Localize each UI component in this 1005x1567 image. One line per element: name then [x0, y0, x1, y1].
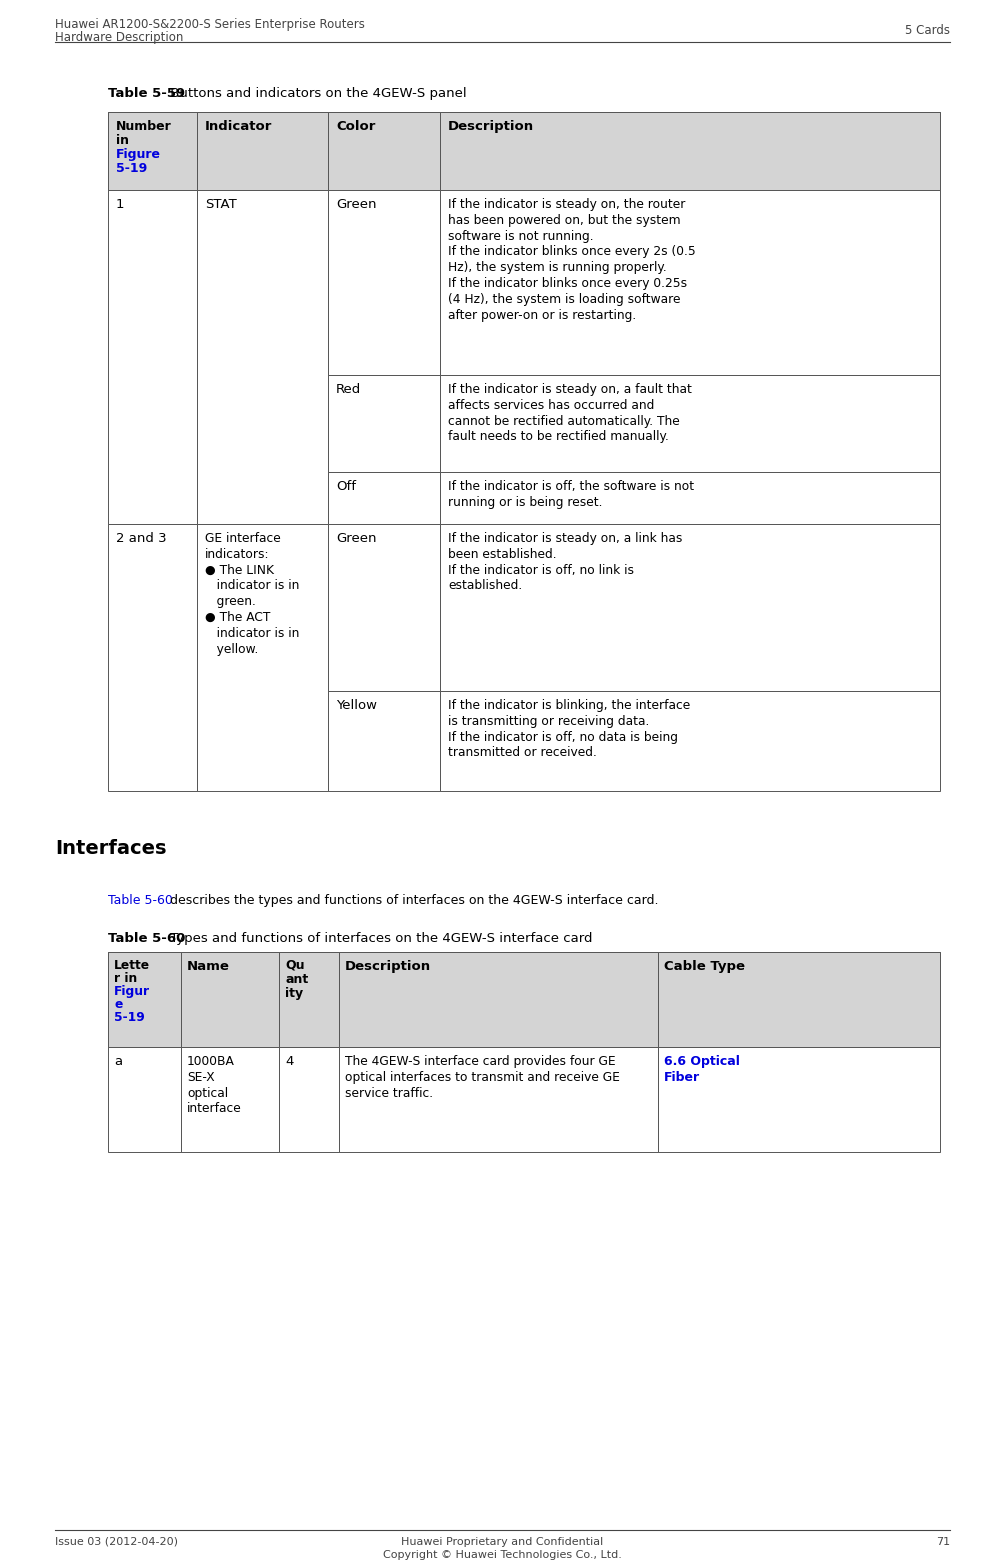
Bar: [108, 111, 940, 190]
Text: 5 Cards: 5 Cards: [904, 24, 950, 38]
Text: Off: Off: [336, 480, 356, 494]
Bar: [339, 953, 658, 1047]
Bar: [279, 953, 339, 1047]
Text: If the indicator is steady on, a fault that
affects services has occurred and
ca: If the indicator is steady on, a fault t…: [448, 382, 691, 443]
Text: Types and functions of interfaces on the 4GEW-S interface card: Types and functions of interfaces on the…: [166, 932, 593, 945]
Text: Huawei AR1200-S&2200-S Series Enterprise Routers: Huawei AR1200-S&2200-S Series Enterprise…: [55, 17, 365, 31]
Bar: [440, 523, 940, 691]
Bar: [440, 472, 940, 523]
Bar: [197, 190, 328, 523]
Text: Lette: Lette: [114, 959, 150, 972]
Text: 1: 1: [116, 197, 125, 212]
Bar: [440, 691, 940, 791]
Text: e: e: [114, 998, 123, 1011]
Text: Figure: Figure: [116, 147, 161, 161]
Text: 71: 71: [936, 1537, 950, 1547]
Text: Figur: Figur: [114, 986, 150, 998]
Text: STAT: STAT: [205, 197, 237, 212]
Bar: [328, 691, 440, 791]
Text: Number: Number: [116, 121, 172, 133]
Bar: [197, 111, 328, 190]
Bar: [108, 111, 197, 190]
Bar: [658, 953, 940, 1047]
Bar: [181, 953, 279, 1047]
Text: Green: Green: [336, 533, 377, 545]
Text: Red: Red: [336, 382, 361, 396]
Text: Table 5-59: Table 5-59: [108, 88, 185, 100]
Bar: [328, 375, 440, 472]
Text: Name: Name: [187, 961, 230, 973]
Text: ant: ant: [285, 973, 309, 986]
Bar: [181, 1047, 279, 1152]
Bar: [658, 1047, 940, 1152]
Text: Cable Type: Cable Type: [664, 961, 745, 973]
Text: r in: r in: [114, 972, 138, 986]
Text: Table 5-60: Table 5-60: [108, 895, 173, 907]
Text: Green: Green: [336, 197, 377, 212]
Text: Issue 03 (2012-04-20): Issue 03 (2012-04-20): [55, 1537, 178, 1547]
Bar: [328, 111, 440, 190]
Bar: [339, 1047, 658, 1152]
Bar: [440, 111, 940, 190]
Text: 1000BA
SE-X
optical
interface: 1000BA SE-X optical interface: [187, 1055, 242, 1116]
Bar: [328, 190, 440, 375]
Text: Table 5-60: Table 5-60: [108, 932, 185, 945]
Text: a: a: [114, 1055, 123, 1069]
Bar: [440, 375, 940, 472]
Bar: [108, 523, 197, 791]
Text: Huawei Proprietary and Confidential
Copyright © Huawei Technologies Co., Ltd.: Huawei Proprietary and Confidential Copy…: [383, 1537, 621, 1561]
Bar: [197, 523, 328, 791]
Text: If the indicator is steady on, a link has
been established.
If the indicator is : If the indicator is steady on, a link ha…: [448, 533, 682, 592]
Text: 4: 4: [285, 1055, 293, 1069]
Text: If the indicator is steady on, the router
has been powered on, but the system
so: If the indicator is steady on, the route…: [448, 197, 695, 321]
Text: ity: ity: [285, 987, 304, 1000]
Text: Yellow: Yellow: [336, 699, 377, 711]
Bar: [108, 1047, 181, 1152]
Text: Buttons and indicators on the 4GEW-S panel: Buttons and indicators on the 4GEW-S pan…: [166, 88, 466, 100]
Text: describes the types and functions of interfaces on the 4GEW-S interface card.: describes the types and functions of int…: [166, 895, 658, 907]
Text: Qu: Qu: [285, 959, 305, 972]
Text: If the indicator is off, the software is not
running or is being reset.: If the indicator is off, the software is…: [448, 480, 694, 509]
Text: in: in: [116, 135, 129, 147]
Text: Description: Description: [448, 121, 534, 133]
Bar: [108, 953, 940, 1047]
Text: Indicator: Indicator: [205, 121, 272, 133]
Text: If the indicator is blinking, the interface
is transmitting or receiving data.
I: If the indicator is blinking, the interf…: [448, 699, 690, 760]
Bar: [440, 190, 940, 375]
Bar: [328, 523, 440, 691]
Bar: [108, 190, 197, 523]
Text: 5-19: 5-19: [114, 1011, 145, 1023]
Text: 2 and 3: 2 and 3: [116, 533, 167, 545]
Text: Interfaces: Interfaces: [55, 838, 167, 859]
Bar: [108, 953, 181, 1047]
Text: The 4GEW-S interface card provides four GE
optical interfaces to transmit and re: The 4GEW-S interface card provides four …: [345, 1055, 620, 1100]
Text: 6.6 Optical
Fiber: 6.6 Optical Fiber: [664, 1055, 740, 1084]
Text: Color: Color: [336, 121, 376, 133]
Bar: [328, 472, 440, 523]
Bar: [279, 1047, 339, 1152]
Text: GE interface
indicators:
● The LINK
   indicator is in
   green.
● The ACT
   in: GE interface indicators: ● The LINK indi…: [205, 533, 299, 655]
Text: Hardware Description: Hardware Description: [55, 31, 183, 44]
Text: Description: Description: [345, 961, 431, 973]
Text: 5-19: 5-19: [116, 161, 148, 176]
